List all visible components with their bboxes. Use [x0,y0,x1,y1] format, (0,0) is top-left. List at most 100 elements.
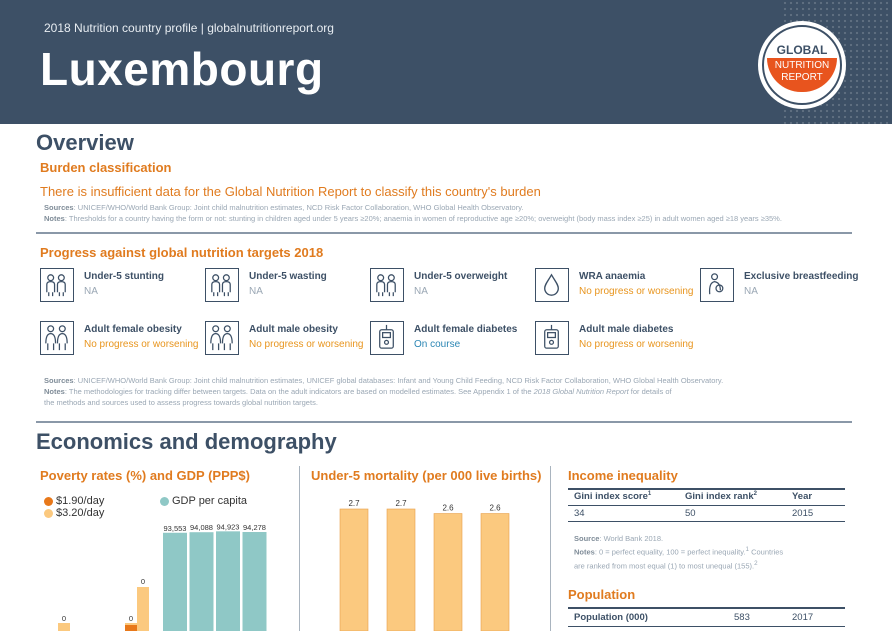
population-table-top-rule [568,607,845,609]
gini-score-header-sup: 1 [647,491,652,497]
inequality-table-bottom-rule [568,521,845,522]
population-label: Population (000) [574,612,648,623]
glucose-meter-icon [370,321,404,355]
population-value: 583 [734,612,750,623]
target-name: Under-5 stunting [84,271,164,282]
inequality-table-mid-rule [568,505,845,506]
population-table-bottom-rule [568,626,845,627]
target-status: No progress or worsening [579,286,694,297]
burden-heading: Burden classification [40,160,172,175]
progress-notes-text-2: for details of [628,387,672,396]
target-status: No progress or worsening [579,339,694,350]
breastfeeding-icon [700,268,734,302]
poverty-gdp-chart: 0 0 0 93,553 94,088 94,923 94,278 [58,522,267,631]
overview-heading: Overview [36,130,134,155]
logo-text-nutrition: NUTRITION [774,60,830,71]
mortality-label: 2.7 [395,499,407,508]
logo-ring [762,25,842,105]
progress-sources-label: Sources [44,376,74,385]
target-name: Under-5 overweight [414,271,508,282]
gdp-label: 93,553 [164,524,187,533]
mortality-bar [480,513,510,631]
poverty-320-label: 0 [141,577,145,586]
legend-label-190: $1.90/day [56,495,105,507]
gini-score-header: Gini index score1 [574,491,651,502]
children-icon [205,268,239,302]
gini-score-value: 34 [574,508,585,519]
mortality-label: 2.6 [489,504,501,513]
inequality-source-text: : World Bank 2018. [599,534,664,543]
target-name: Adult female diabetes [414,324,518,335]
gdp-bar [242,532,267,631]
mortality-bar [433,513,463,631]
logo-text-nutrition-report: NUTRITION REPORT [758,60,846,84]
population-year: 2017 [792,612,814,623]
target-status: NA [414,286,428,297]
legend-label-gdp: GDP per capita [172,495,248,507]
poverty-320-bar [58,623,70,631]
inequality-notes-text-2: Countries [748,547,784,557]
logo-text-global: GLOBAL [776,43,828,57]
poverty-190-label: 0 [129,614,133,623]
gdp-label: 94,088 [190,523,213,532]
blood-drop-icon [535,268,569,302]
legend-swatch-320 [44,509,53,518]
target-name: Adult female obesity [84,324,182,335]
gdp-label: 94,278 [243,523,266,532]
divider-progress [36,421,852,423]
gini-rank-value: 50 [685,508,696,519]
header-subtitle: 2018 Nutrition country profile | globaln… [44,21,334,35]
gini-rank-header-sup: 2 [753,491,757,497]
progress-notes-text-1: : The methodologies for tracking differ … [64,387,534,396]
target-name: WRA anaemia [579,271,646,282]
progress-heading: Progress against global nutrition target… [40,245,324,260]
target-status: No progress or worsening [84,339,199,350]
target-status: On course [414,339,461,350]
target-name: Adult male diabetes [579,324,674,335]
population-heading: Population [568,587,636,602]
target-name: Under-5 wasting [249,271,327,282]
inequality-notes-sup-1: 1 [745,546,749,553]
global-nutrition-report-logo: GLOBAL NUTRITION REPORT [758,21,846,109]
poverty-320-bar [137,587,149,631]
mortality-heading: Under-5 mortality (per 000 live births) [311,468,542,483]
gdp-bar [163,532,187,631]
inequality-notes: Source: World Bank 2018. Notes: 0 = perf… [574,533,834,571]
glucose-meter-icon [535,321,569,355]
inequality-notes-text-3: are ranked from most equal (1) to most u… [574,561,755,570]
logo-text-report: REPORT [781,72,823,83]
target-name: Exclusive breastfeeding [744,271,859,282]
children-icon [40,268,74,302]
poverty-heading: Poverty rates (%) and GDP (PPP$) [40,468,250,483]
progress-notes-label: Notes [44,387,65,396]
burden-sources-text: : UNICEF/WHO/World Bank Group: Joint chi… [73,203,524,212]
target-name: Adult male obesity [249,324,338,335]
economics-heading: Economics and demography [36,429,337,454]
adults-icon [205,321,239,355]
gdp-label: 94,923 [217,522,240,531]
inequality-source-label: Source [574,534,600,543]
inequality-notes-sup-2: 2 [754,559,758,567]
country-title: Luxembourg [40,43,324,95]
progress-sources: Sources: UNICEF/WHO/World Bank Group: Jo… [44,375,844,408]
gini-score-header-text: Gini index score [574,491,648,503]
page-header [0,0,892,124]
mortality-bar [386,508,416,631]
poverty-190-bar [125,625,137,631]
target-status: NA [249,286,263,297]
burden-sources: Sources: UNICEF/WHO/World Bank Group: Jo… [44,202,874,224]
inequality-heading: Income inequality [568,468,678,483]
poverty-320-label: 0 [62,614,66,623]
progress-notes-italic: 2018 Global Nutrition Report [533,387,629,396]
divider-burden [36,232,852,234]
adults-icon [40,321,74,355]
burden-sources-label: Sources [44,203,74,212]
legend-swatch-gdp [160,497,169,506]
mortality-label: 2.7 [348,499,360,508]
gini-year-value: 2015 [792,508,814,519]
inequality-notes-text-1: : 0 = perfect equality, 100 = perfect in… [594,547,746,557]
burden-text: There is insufficient data for the Globa… [40,184,541,199]
burden-notes-label: Notes [44,214,65,223]
legend-swatch-190 [44,497,53,506]
progress-notes-text-3: the methods and sources used to assess p… [44,398,318,407]
